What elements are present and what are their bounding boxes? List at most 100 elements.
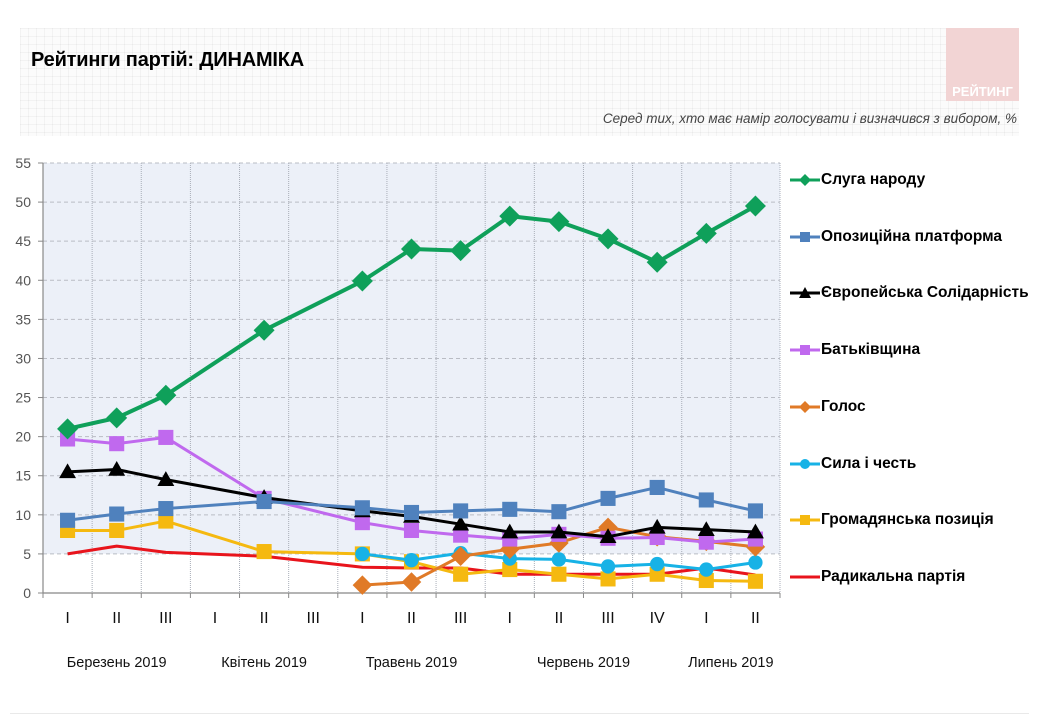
y-tick-label: 5	[23, 546, 31, 562]
legend-swatch-icon	[790, 458, 820, 469]
data-point	[548, 211, 570, 233]
legend-swatch-icon	[790, 174, 820, 186]
legend-item: Європейська Солідарність	[790, 283, 1029, 303]
data-point	[650, 556, 665, 572]
legend-swatch-icon	[790, 231, 820, 242]
legend-item: Сила і честь	[790, 454, 916, 474]
data-point	[697, 521, 715, 537]
data-point	[57, 418, 79, 440]
legend-swatch-icon	[790, 287, 820, 299]
header-band	[20, 28, 1019, 136]
data-point	[403, 504, 420, 521]
data-point	[109, 522, 125, 538]
data-point	[502, 501, 518, 517]
rating-logo: РЕЙТИНГ	[946, 28, 1019, 101]
data-point	[649, 479, 665, 495]
data-point	[450, 546, 471, 567]
data-point	[157, 471, 175, 486]
data-point	[253, 319, 275, 341]
data-point	[550, 523, 568, 539]
data-point	[499, 205, 521, 227]
data-point	[401, 238, 422, 260]
y-tick-label: 20	[15, 429, 31, 445]
data-point	[109, 436, 125, 452]
data-point	[59, 463, 77, 479]
legend-label: Сила і честь	[821, 454, 917, 472]
month-label: Липень 2019	[688, 655, 774, 671]
x-tick-label: II	[112, 610, 121, 627]
x-tick-label: II	[751, 610, 760, 627]
month-label: Травень 2019	[365, 655, 458, 671]
chart-title: Рейтинги партій: ДИНАМІКА	[31, 49, 305, 71]
y-tick-label: 55	[15, 155, 31, 171]
x-tick-label: II	[260, 610, 269, 627]
data-point	[649, 529, 665, 546]
data-point	[256, 544, 272, 560]
data-point	[600, 571, 616, 587]
data-point	[108, 461, 126, 476]
data-point	[106, 407, 128, 429]
legend-item: Батьківщина	[790, 340, 920, 360]
data-point	[453, 503, 469, 519]
data-point	[747, 573, 763, 589]
x-tick-label: I	[213, 610, 217, 627]
legend-label: Опозиційна платформа	[821, 227, 1002, 245]
data-point	[354, 515, 370, 531]
data-point	[60, 512, 76, 528]
y-tick-label: 40	[15, 272, 31, 288]
legend-item: Громадянська позиція	[790, 510, 994, 530]
legend-label: Громадянська позиція	[821, 511, 994, 529]
data-point	[109, 506, 125, 522]
x-tick-label: III	[454, 610, 467, 627]
x-tick-label: II	[554, 610, 563, 627]
legend-label: Батьківщина	[821, 341, 921, 359]
data-point	[158, 501, 174, 517]
data-point	[355, 546, 370, 562]
data-point	[404, 553, 419, 568]
month-label: Червень 2019	[536, 655, 631, 671]
data-point	[600, 490, 616, 506]
x-tick-label: III	[307, 610, 320, 627]
data-point	[748, 555, 763, 570]
data-point	[551, 504, 567, 520]
data-point	[600, 559, 616, 574]
data-point	[453, 527, 469, 543]
legend-item: Слуга народу	[790, 170, 925, 190]
legend-item: Радикальна партія	[790, 567, 965, 587]
legend-label: Радикальна партія	[821, 567, 966, 585]
x-tick-label: I	[508, 610, 512, 627]
data-point	[502, 562, 518, 578]
legend-item: Опозиційна платформа	[790, 227, 1002, 247]
legend-swatch-icon	[790, 575, 820, 579]
data-point	[352, 575, 373, 595]
legend-label: Слуга народу	[821, 171, 926, 188]
data-point	[698, 492, 714, 508]
chart-subtitle: Серед тих, хто має намір голосувати і ви…	[602, 111, 1017, 126]
legend-swatch-icon	[790, 400, 820, 413]
data-point	[744, 195, 766, 217]
data-point	[351, 270, 373, 292]
data-point	[453, 566, 469, 582]
data-point	[597, 228, 619, 250]
data-point	[648, 518, 666, 534]
data-point	[695, 222, 717, 244]
x-tick-label: I	[65, 610, 69, 627]
y-tick-label: 35	[15, 311, 31, 327]
y-tick-label: 30	[15, 350, 31, 366]
y-tick-label: 15	[15, 468, 31, 484]
x-tick-label: III	[601, 610, 614, 627]
x-tick-label: I	[704, 610, 708, 627]
data-point	[698, 572, 714, 589]
data-point	[450, 240, 472, 262]
y-tick-label: 50	[15, 194, 31, 210]
data-point	[158, 513, 174, 529]
rating-logo-text: РЕЙТИНГ	[952, 84, 1013, 99]
legend-label: Європейська Солідарність	[821, 284, 1029, 302]
y-tick-label: 10	[15, 507, 31, 523]
data-point	[746, 523, 764, 539]
legend-swatch-icon	[790, 345, 820, 356]
x-tick-label: III	[159, 610, 172, 627]
data-point	[649, 566, 665, 582]
data-point	[158, 429, 174, 445]
